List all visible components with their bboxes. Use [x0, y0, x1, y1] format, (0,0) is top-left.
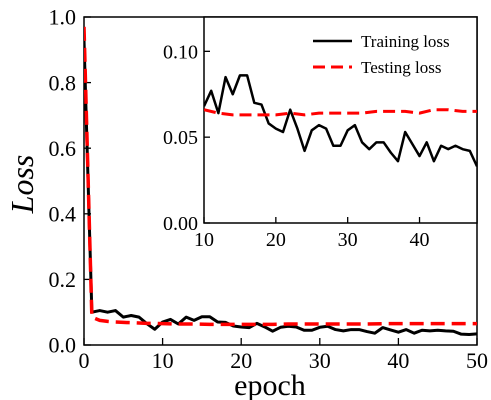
inset-y-tick-label: 0.10	[163, 41, 198, 63]
main-y-tick-label: 1.0	[49, 5, 77, 30]
main-training-loss-line	[84, 39, 477, 336]
main-y-tick-label: 0.6	[49, 136, 77, 161]
inset-y-tick-label: 0.05	[163, 127, 198, 149]
main-x-tick-label: 0	[79, 348, 90, 373]
legend-testing-loss-label: Testing loss	[361, 58, 442, 77]
inset-training-loss-line	[204, 74, 477, 167]
main-testing-loss-line	[84, 26, 477, 327]
inset-y-tick-label: 0.00	[163, 213, 198, 235]
main-x-tick-label: 50	[466, 348, 488, 373]
main-x-tick-label: 30	[309, 348, 331, 373]
main-y-tick-label: 0.0	[49, 333, 77, 358]
inset-plot: 10 20 30 40 0.00 0.05 0.10 Training loss Testing…	[163, 16, 478, 251]
x-axis-label: epoch	[234, 369, 306, 400]
legend-training-loss-label: Training loss	[361, 32, 450, 51]
main-x-tick-label: 40	[387, 348, 409, 373]
inset-x-tick-label: 40	[410, 229, 430, 251]
inset-x-tick-label: 30	[338, 229, 358, 251]
inset-x-tick-label: 10	[194, 229, 214, 251]
main-y-tick-label: 0.4	[49, 202, 77, 227]
main-x-tick-label: 10	[152, 348, 174, 373]
main-x-tick-label: 20	[230, 348, 252, 373]
inset-testing-loss-line	[204, 108, 477, 117]
inset-x-tick-label: 20	[266, 229, 286, 251]
main-y-tick-label: 0.8	[49, 70, 77, 95]
inset-frame	[203, 16, 478, 224]
main-y-tick-label: 0.2	[49, 267, 77, 292]
y-axis-label: Loss	[4, 155, 40, 215]
